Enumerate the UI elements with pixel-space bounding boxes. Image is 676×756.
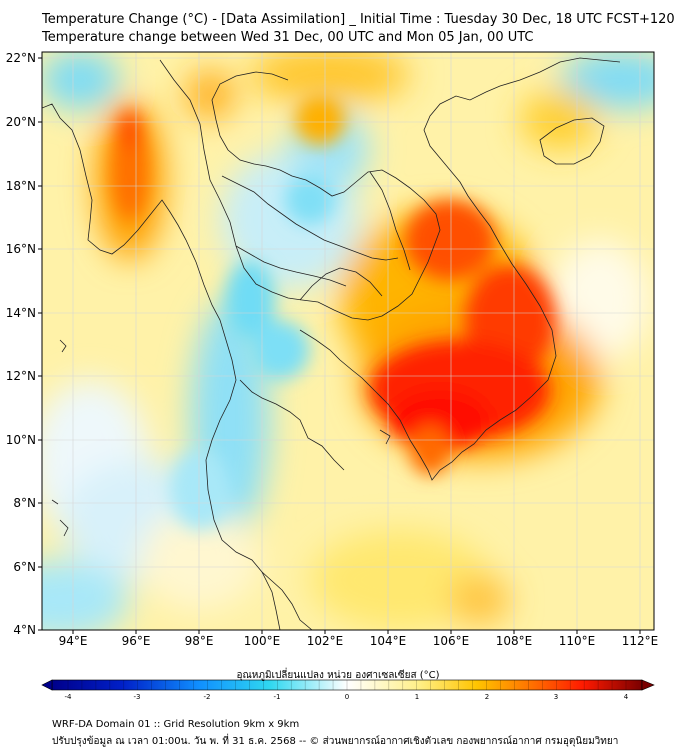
colorbar-tick-label: -2 (204, 693, 211, 701)
lon-label: 106°E (433, 634, 470, 648)
lon-label: 108°E (496, 634, 533, 648)
colorbar-label: อุณหภูมิเปลี่ยนแปลง หน่วย องศาเซลเซียส (… (236, 670, 440, 681)
colorbar-tick-label: 1 (415, 693, 419, 701)
plot-border (41, 51, 655, 631)
lat-label: 14°N (6, 306, 36, 320)
footer-model-info: WRF-DA Domain 01 :: Grid Resolution 9km … (52, 719, 300, 730)
lon-label: 98°E (185, 634, 214, 648)
map-title: Temperature Change (°C) - [Data Assimila… (42, 12, 675, 27)
colorbar-tick-label: -1 (274, 693, 281, 701)
lon-label: 100°E (244, 634, 281, 648)
lat-label: 20°N (6, 115, 36, 129)
map-subtitle: Temperature change between Wed 31 Dec, 0… (42, 30, 534, 45)
colorbar (41, 679, 655, 691)
temperature-field (42, 52, 654, 630)
lon-label: 110°E (559, 634, 596, 648)
axis-ticks (38, 57, 641, 634)
lon-label: 94°E (59, 634, 88, 648)
lat-label: 18°N (6, 179, 36, 193)
colorbar-tick-label: 3 (554, 693, 558, 701)
lon-label: 104°E (370, 634, 407, 648)
colorbar-tick-label: 4 (624, 693, 629, 701)
lat-label: 4°N (13, 623, 36, 637)
colorbar-tick-label: -3 (134, 693, 141, 701)
lon-label: 112°E (622, 634, 659, 648)
graticule (42, 52, 654, 630)
lat-label: 12°N (6, 369, 36, 383)
lon-label: 96°E (122, 634, 151, 648)
colorbar-tick-label: 0 (345, 693, 349, 701)
coastlines-and-borders (42, 57, 621, 630)
lat-label: 8°N (13, 496, 36, 510)
colorbar-tick-label: 2 (485, 693, 489, 701)
lat-label: 16°N (6, 242, 36, 256)
colorbar-tick-label: -4 (65, 693, 73, 701)
lat-label: 22°N (6, 51, 36, 65)
lat-label: 10°N (6, 433, 36, 447)
footer-update-info: ปรับปรุงข้อมูล ณ เวลา 01:00น. วัน พ. ที่… (52, 736, 619, 747)
lat-label: 6°N (13, 560, 36, 574)
lon-label: 102°E (307, 634, 344, 648)
